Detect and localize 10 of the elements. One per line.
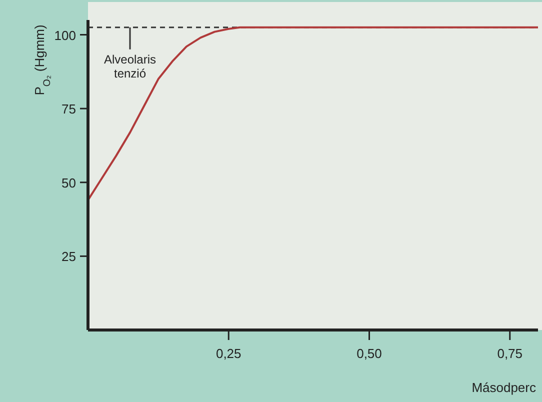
x-tick-label: 0,50 (356, 346, 382, 361)
legend-label: Alveolaris tenzió (104, 52, 156, 80)
x-axis-title: Másodperc (472, 380, 536, 395)
x-tick-label: 0,25 (216, 346, 242, 361)
y-tick-label: 25 (62, 249, 76, 264)
y-tick-label: 100 (54, 28, 76, 43)
y-tick-label: 75 (62, 102, 76, 117)
x-tick-label: 0,75 (497, 346, 523, 361)
line-series (87, 26, 539, 202)
y-tick-label: 50 (62, 175, 76, 190)
